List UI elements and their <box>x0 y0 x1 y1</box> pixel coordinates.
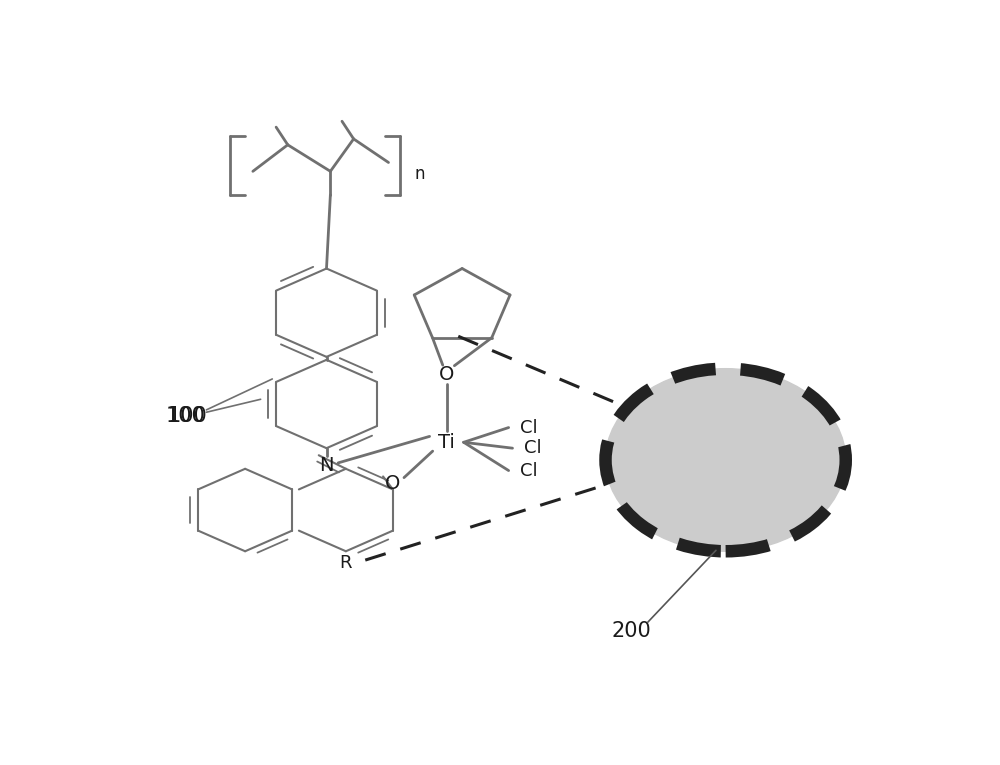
Text: O: O <box>385 474 400 493</box>
Text: Cl: Cl <box>520 461 538 480</box>
Text: Ti: Ti <box>438 433 455 452</box>
Text: 100: 100 <box>165 405 205 426</box>
Text: n: n <box>414 165 425 184</box>
Text: 100: 100 <box>168 405 207 426</box>
Text: Cl: Cl <box>520 418 538 437</box>
Text: N: N <box>319 457 334 475</box>
Text: Cl: Cl <box>524 439 542 457</box>
Text: O: O <box>439 365 454 384</box>
Text: R: R <box>340 554 352 572</box>
Text: 200: 200 <box>612 620 651 641</box>
Circle shape <box>606 369 846 552</box>
